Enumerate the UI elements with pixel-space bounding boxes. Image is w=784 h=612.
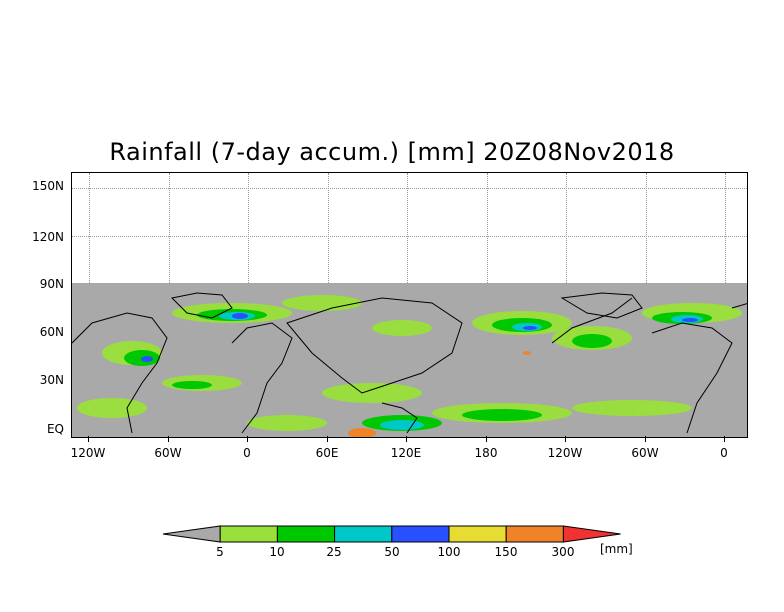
x-tick-label-180: 180 <box>474 446 498 460</box>
colorbar-label-50: 50 <box>384 545 400 559</box>
colorbar-segment <box>391 525 450 543</box>
tick-mark <box>168 436 169 442</box>
y-tick-label-150n: 150N <box>32 179 64 193</box>
y-tick-label-90n: 90N <box>39 277 64 291</box>
gridline <box>72 188 747 189</box>
y-tick-label-30n: 30N <box>39 373 64 387</box>
y-tick-label-eq: EQ <box>46 422 64 436</box>
x-tick-label-0: 0 <box>243 446 251 460</box>
colorbar-segment <box>448 525 507 543</box>
x-tick-label-120w: 120W <box>70 446 106 460</box>
rainfall-map <box>72 292 747 437</box>
colorbar-segment <box>334 525 393 543</box>
rain-150-300 <box>348 351 531 437</box>
colorbar-segment <box>276 525 336 543</box>
rainfall-data-area <box>72 283 747 437</box>
tick-mark <box>406 436 407 442</box>
rain-25-50 <box>219 312 703 430</box>
map-title: Rainfall (7-day accum.) [mm] 20Z08Nov201… <box>109 138 675 166</box>
tick-mark <box>565 436 566 442</box>
colorbar-unit: [mm] <box>600 542 633 556</box>
colorbar-label-5: 5 <box>216 545 224 559</box>
tick-mark <box>88 436 89 442</box>
colorbar-label-10: 10 <box>269 545 285 559</box>
tick-mark <box>724 436 725 442</box>
tick-mark <box>247 436 248 442</box>
colorbar-segment <box>219 525 278 543</box>
coastlines <box>72 292 747 434</box>
gridline <box>72 236 747 237</box>
x-tick-label-60w-repeat: 60W <box>631 446 659 460</box>
colorbar-label-100: 100 <box>437 545 461 559</box>
x-tick-label-60e: 60E <box>315 446 339 460</box>
colorbar-segment <box>505 525 564 543</box>
colorbar-label-300: 300 <box>551 545 575 559</box>
x-tick-label-60w: 60W <box>154 446 182 460</box>
colorbar-label-25: 25 <box>326 545 342 559</box>
rain-5-10 <box>77 295 742 431</box>
colorbar-right-arrow <box>562 525 621 543</box>
y-tick-label-60n: 60N <box>39 325 64 339</box>
tick-mark <box>645 436 646 442</box>
x-tick-label-120e: 120E <box>390 446 422 460</box>
tick-mark <box>327 436 328 442</box>
colorbar-label-150: 150 <box>494 545 518 559</box>
x-tick-label-120w-repeat: 120W <box>547 446 583 460</box>
colorbar-left-arrow <box>162 525 221 543</box>
map-frame <box>71 172 748 438</box>
y-tick-label-120n: 120N <box>32 230 64 244</box>
rain-50-100 <box>141 313 698 362</box>
tick-mark <box>486 436 487 442</box>
x-tick-label-0-repeat: 0 <box>720 446 728 460</box>
